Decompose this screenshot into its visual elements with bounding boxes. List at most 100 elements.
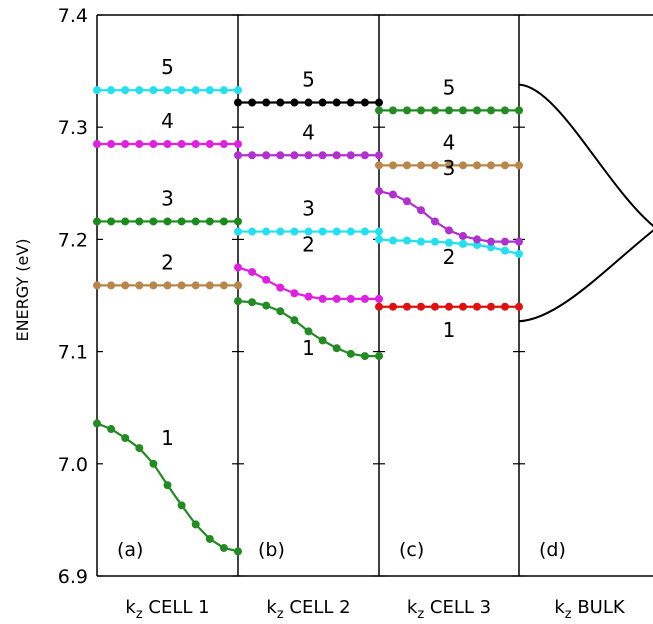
band-point-a-1 [219,543,228,552]
band-point-c-2 [501,246,509,255]
band-point-c-5 [515,106,523,115]
y-axis-label: ENERGY (eV) [13,238,32,341]
band-point-b-5 [318,98,327,107]
band-label-c-1: 1 [443,318,456,342]
y-tick-label: 7.0 [58,454,88,476]
band-point-b-3 [248,227,257,236]
band-point-c-4 [375,161,383,170]
band-point-c-1 [403,302,411,311]
band-point-a-2 [107,281,116,290]
band-point-b-3 [276,227,285,236]
band-point-a-2 [191,281,200,290]
band-point-b-2 [276,283,285,292]
band-point-c-3 [501,237,509,246]
band-point-c-2 [473,241,481,250]
band-point-b-1 [375,352,383,361]
band-point-a-5 [177,86,186,95]
band-point-b-2 [248,267,257,276]
band-point-b-4 [332,151,341,160]
band-point-c-2 [487,243,495,252]
band-point-a-4 [149,140,158,149]
band-point-c-1 [459,302,467,311]
band-point-a-2 [219,281,228,290]
band-point-a-2 [234,281,242,290]
x-axis-label-b: kz CELL 2 [266,597,350,622]
band-point-b-4 [290,151,299,160]
band-label-c-5: 5 [443,75,456,99]
band-point-c-5 [417,106,425,115]
band-point-b-1 [262,301,271,310]
band-point-b-2 [304,292,313,301]
band-label-c-2: 2 [443,245,456,269]
band-point-c-5 [459,106,467,115]
band-point-a-2 [163,281,172,290]
band-point-a-4 [191,140,200,149]
band-point-a-2 [205,281,214,290]
band-point-c-5 [473,106,481,115]
band-point-b-5 [360,98,369,107]
band-point-c-2 [459,239,467,248]
band-point-a-3 [135,217,144,226]
band-point-a-5 [219,86,228,95]
band-point-a-5 [93,86,101,95]
band-point-b-4 [360,151,369,160]
band-point-c-1 [431,302,439,311]
panel-tag-b: (b) [258,539,285,561]
band-point-b-5 [346,98,355,107]
band-label-a-3: 3 [161,186,174,210]
band-point-a-4 [177,140,186,149]
band-point-a-4 [205,140,214,149]
band-label-a-1: 1 [161,426,174,450]
band-point-a-5 [163,86,172,95]
band-point-c-1 [487,302,495,311]
band-point-a-5 [149,86,158,95]
band-point-a-5 [234,86,242,95]
band-point-b-3 [318,227,327,236]
band-point-a-4 [135,140,144,149]
band-point-b-3 [332,227,341,236]
band-point-c-1 [389,302,397,311]
band-point-c-4 [473,161,481,170]
y-axis-ticks: 6.9 7.0 7.1 7.2 7.3 7.4 [58,5,525,588]
band-point-c-2 [417,237,425,246]
band-label-a-4: 4 [161,109,174,133]
band-point-a-4 [121,140,130,149]
band-point-b-1 [332,344,341,353]
band-point-b-2 [234,263,242,272]
panel-tag-c: (c) [399,539,424,561]
band-point-b-2 [346,294,355,303]
band-point-b-1 [276,307,285,316]
band-point-b-4 [234,151,242,160]
band-point-a-3 [107,217,116,226]
band-point-b-5 [375,98,383,107]
band-point-a-3 [121,217,130,226]
band-point-c-4 [487,161,495,170]
band-point-b-4 [375,151,383,160]
band-point-a-5 [107,86,116,95]
band-point-c-4 [515,161,523,170]
band-point-b-2 [360,294,369,303]
band-point-b-5 [262,98,271,107]
band-label-a-5: 5 [161,55,174,79]
band-point-a-3 [234,217,242,226]
band-point-c-5 [431,106,439,115]
band-point-c-3 [445,226,453,235]
x-axis-label-a: kz CELL 1 [125,597,209,622]
band-label-c-4: 4 [443,130,456,154]
band-point-a-2 [121,281,130,290]
band-label-a-2: 2 [161,250,174,274]
band-point-b-4 [304,151,313,160]
band-point-b-4 [318,151,327,160]
band-point-a-1 [234,547,242,556]
band-point-c-4 [403,161,411,170]
band-point-c-5 [487,106,495,115]
band-point-a-4 [219,140,228,149]
y-tick-label: 7.1 [58,342,88,364]
band-point-c-2 [431,237,439,246]
y-tick-label: 7.4 [58,5,88,27]
plot-frame [96,14,653,577]
band-point-b-5 [304,98,313,107]
band-point-a-3 [219,217,228,226]
band-point-c-5 [403,106,411,115]
